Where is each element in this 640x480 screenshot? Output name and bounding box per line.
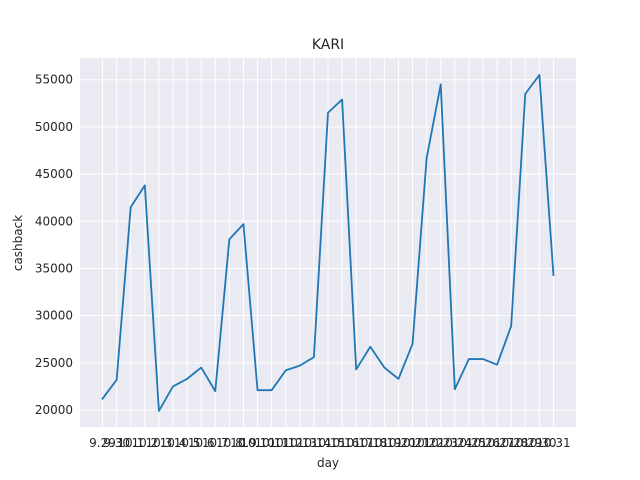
x-tick-label: 10.8 <box>216 436 243 450</box>
x-tick-label: 10.6 <box>188 436 215 450</box>
x-tick-label: 10.10 <box>240 436 274 450</box>
x-tick-label: 10.17 <box>339 436 373 450</box>
series-layer <box>101 74 555 412</box>
y-tick-label: 40000 <box>35 214 73 228</box>
x-tick-label: 10.7 <box>202 436 229 450</box>
x-tick-label: 9.29 <box>89 436 116 450</box>
x-tick-label: 10.23 <box>424 436 458 450</box>
x-tick-label: 10.19 <box>367 436 401 450</box>
y-tick-label: 35000 <box>35 261 73 275</box>
x-tick-label: 10.22 <box>409 436 443 450</box>
x-tick-label: 10.25 <box>452 436 486 450</box>
x-axis-label: day <box>317 456 339 470</box>
y-tick-label: 25000 <box>35 356 73 370</box>
x-tick-label: 10.24 <box>438 436 472 450</box>
y-tick-label: 55000 <box>35 73 73 87</box>
y-axis-label: cashback <box>11 215 25 271</box>
x-tick-label: 10.28 <box>494 436 528 450</box>
chart-title: KARI <box>312 37 344 53</box>
y-tick-label: 20000 <box>35 403 73 417</box>
x-tick-label: 9.30 <box>103 436 130 450</box>
x-tick-label: 10.11 <box>254 436 288 450</box>
x-tick-label: 10.31 <box>536 436 570 450</box>
x-tick-label: 10.15 <box>311 436 345 450</box>
x-tick-label: 10.18 <box>353 436 387 450</box>
x-tick-label: 10.26 <box>466 436 500 450</box>
x-tick-label: 10.3 <box>146 436 173 450</box>
x-tick-label: 10.21 <box>395 436 429 450</box>
x-tick-label: 10.4 <box>160 436 187 450</box>
x-tick-label: 10.16 <box>325 436 359 450</box>
x-tick-label: 10.14 <box>297 436 331 450</box>
x-tick-labels: 9.299.3010.110.210.310.410.510.610.710.8… <box>89 436 570 450</box>
x-tick-label: 10.2 <box>131 436 158 450</box>
x-tick-label: 10.1 <box>117 436 144 450</box>
y-tick-label: 45000 <box>35 167 73 181</box>
x-tick-label: 10.13 <box>283 436 317 450</box>
y-tick-labels: 20000 25000 30000 35000 40000 45000 50000 55000 <box>35 73 73 417</box>
x-tick-label: 10.27 <box>480 436 514 450</box>
x-tick-label: 10.20 <box>381 436 415 450</box>
y-tick-label: 30000 <box>35 309 73 323</box>
y-tick-label: 50000 <box>35 120 73 134</box>
x-tick-label: 10.29 <box>508 436 542 450</box>
x-tick-label: 10.9 <box>230 436 257 450</box>
x-tick-label: 10.5 <box>174 436 201 450</box>
x-tick-label: 10.12 <box>269 436 303 450</box>
x-tick-label: 10.30 <box>522 436 556 450</box>
